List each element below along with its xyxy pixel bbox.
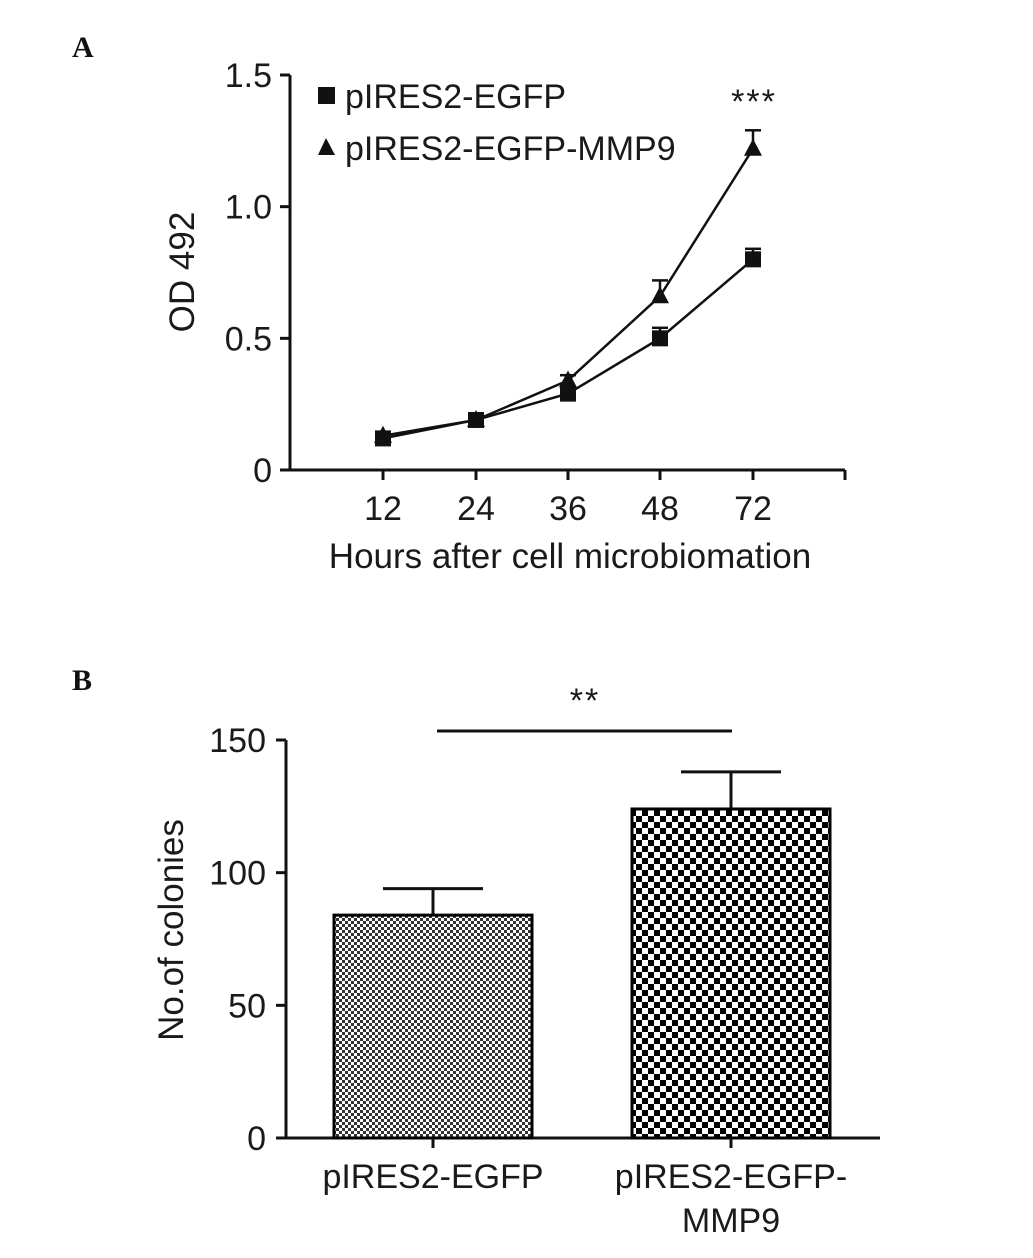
panel-a-x-tick-label: 72 — [734, 490, 772, 528]
panel-a-y-ticks: 0 0.5 1.0 1.5 — [225, 57, 290, 490]
panel-a-x-tick-label: 48 — [641, 490, 679, 528]
panel-a-legend: pIRES2-EGFP pIRES2-EGFP-MMP9 — [318, 78, 676, 168]
legend-triangle-marker — [318, 138, 335, 155]
panel-b-letter: B — [72, 664, 92, 697]
series-1-point — [560, 385, 576, 402]
series-2-point — [744, 138, 762, 156]
series-2-point — [559, 370, 577, 388]
panel-b-x-ticks: pIRES2-EGFP pIRES2-EGFP- MMP9 — [322, 1138, 847, 1240]
bar-2 — [630, 807, 832, 1140]
panel-a-significance: *** — [731, 83, 777, 121]
panel-a-x-ticks: 12 24 36 48 72 — [364, 470, 847, 528]
panel-a-x-tick-label: 12 — [364, 490, 402, 528]
panel-b-x-tick-label: pIRES2-EGFP- MMP9 — [615, 1158, 847, 1240]
panel-b-x-tick-label-line: MMP9 — [682, 1202, 780, 1240]
panel-b-bars — [332, 770, 832, 1140]
panel-b-y-tick-label: 50 — [228, 987, 266, 1025]
panel-b-y-tick-label: 100 — [209, 855, 266, 893]
series-1-line — [382, 258, 754, 440]
panel-a-y-tick-label: 1.0 — [225, 189, 272, 227]
series-1-point — [652, 330, 668, 347]
panel-a-y-axis-label: OD 492 — [163, 212, 202, 333]
legend-square-marker — [318, 87, 335, 104]
series-2-point — [374, 425, 392, 443]
panel-a-x-tick-label: 24 — [457, 490, 495, 528]
legend-label-series-1: pIRES2-EGFP — [345, 78, 566, 116]
panel-b-y-axis-label: No.of colonies — [152, 819, 191, 1041]
bar-1 — [332, 913, 534, 1140]
panel-b-x-tick-label: pIRES2-EGFP — [322, 1158, 543, 1196]
series-1-point — [745, 251, 761, 268]
panel-b-significance: ** — [570, 682, 600, 720]
legend-label-series-2: pIRES2-EGFP-MMP9 — [345, 130, 676, 168]
panel-b-y-tick-label: 150 — [209, 722, 266, 760]
panel-a-y-tick-label: 1.5 — [225, 57, 272, 95]
panel-a-y-tick-label: 0 — [253, 452, 272, 490]
panel-a-letter: A — [72, 31, 94, 64]
series-2-point — [651, 286, 669, 304]
series-2-point — [467, 409, 485, 427]
panel-b-x-tick-label-line: pIRES2-EGFP — [322, 1158, 543, 1196]
panel-b-y-tick-label: 0 — [247, 1120, 266, 1158]
panel-b-y-ticks: 0 50 100 150 — [209, 722, 286, 1158]
panel-a-y-tick-label: 0.5 — [225, 320, 272, 358]
panel-a-x-axis-label: Hours after cell microbiomation — [329, 537, 811, 576]
panel-a-line-chart: A 0 0.5 1.0 1.5 12 24 36 48 72 Hours after cell… — [72, 31, 847, 576]
panel-b-x-tick-label-line: pIRES2-EGFP- — [615, 1158, 847, 1196]
panel-a-series — [374, 129, 762, 447]
panel-a-x-tick-label: 36 — [549, 490, 587, 528]
